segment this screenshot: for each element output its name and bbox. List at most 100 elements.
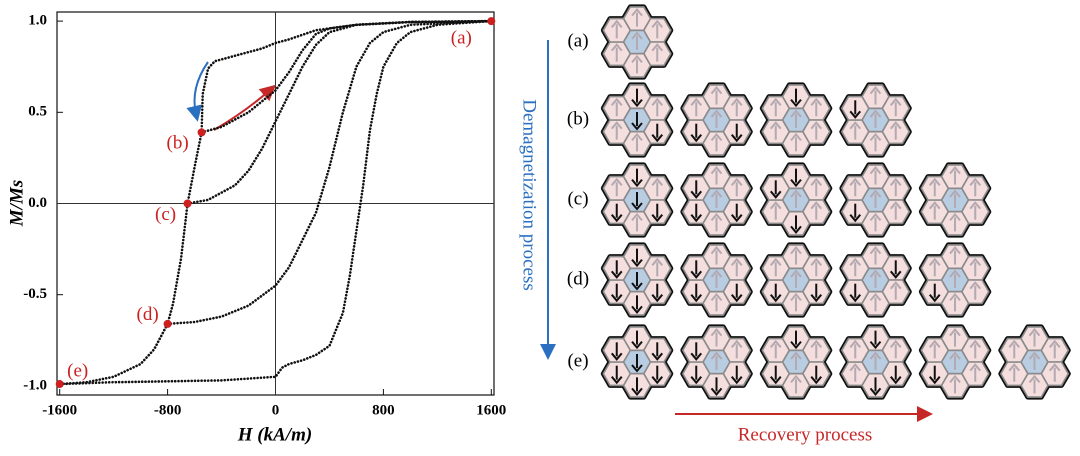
spin-arrow-head <box>710 166 723 175</box>
spin-arrow-head <box>651 376 664 385</box>
spin-arrow-head <box>1028 328 1041 337</box>
spin-arrow-head <box>849 363 862 372</box>
spin-arrow-head <box>928 294 941 303</box>
spin-arrow-head <box>769 257 782 266</box>
spin-arrow-head <box>690 134 703 143</box>
magnetization-curve <box>58 19 493 386</box>
spin-arrow-head <box>949 292 961 302</box>
grain-cluster <box>839 82 912 158</box>
spin-arrow-head <box>889 376 902 385</box>
spin-arrow-head <box>810 376 823 385</box>
spin-arrow-head <box>730 376 743 385</box>
spin-arrow-head <box>928 339 941 348</box>
x-tick-label: 800 <box>372 402 395 418</box>
spin-arrow-head <box>949 351 961 360</box>
spin-arrow-head <box>790 340 802 350</box>
spin-arrow-head <box>869 86 882 95</box>
grain-cluster <box>680 242 753 318</box>
spin-arrow-head <box>928 177 941 186</box>
spin-arrow-head <box>869 132 882 142</box>
magnetization-curve <box>200 19 493 134</box>
spin-arrow-head <box>690 376 703 385</box>
spin-arrow-head <box>869 166 882 175</box>
state-point <box>183 199 192 208</box>
spin-arrow-head <box>769 121 782 130</box>
spin-arrow-head <box>610 43 623 52</box>
spin-arrow-head <box>969 201 982 210</box>
spin-arrow-head <box>949 166 961 175</box>
spin-arrow-head <box>631 8 643 17</box>
spin-arrow-head <box>631 202 643 211</box>
spin-arrow-head <box>1028 351 1041 360</box>
state-label: (b) <box>167 133 189 154</box>
spin-arrow-head <box>730 339 743 348</box>
state-point <box>197 128 206 137</box>
spin-arrow-head <box>949 328 961 337</box>
spin-arrow-head <box>651 177 664 186</box>
spin-arrow-head <box>690 294 703 303</box>
grain-cluster <box>839 162 912 238</box>
spin-arrow-head <box>730 214 743 223</box>
spin-arrow-head <box>710 269 723 278</box>
spin-arrow-head <box>810 177 823 186</box>
spin-arrow-head <box>949 269 961 278</box>
spin-arrow-head <box>710 189 723 198</box>
spin-arrow-head <box>790 132 802 142</box>
state-point <box>487 17 496 26</box>
grain-cluster <box>839 324 912 400</box>
spin-arrow-head <box>651 134 664 143</box>
row-label: (e) <box>567 350 588 371</box>
spin-arrow-head <box>849 257 862 266</box>
spin-arrow-head <box>769 376 782 385</box>
spin-arrow-head <box>869 246 882 255</box>
spin-arrow-head <box>810 121 823 130</box>
x-tick-label: -800 <box>154 402 182 418</box>
spin-arrow-head <box>710 387 723 396</box>
spin-arrow-head <box>710 292 723 302</box>
spin-arrow-head <box>690 190 703 199</box>
spin-arrow-head <box>769 201 782 210</box>
spin-arrow-head <box>928 257 941 266</box>
spin-arrow-head <box>869 189 882 198</box>
grain-cluster <box>600 324 674 400</box>
spin-arrow-head <box>790 292 802 302</box>
spin-arrow-head <box>1048 339 1061 348</box>
spin-arrow-head <box>631 258 643 268</box>
spin-arrow-head <box>610 294 623 303</box>
x-tick-label: 1600 <box>476 402 506 418</box>
spin-arrow-head <box>869 387 882 396</box>
spin-arrow-head <box>610 177 623 186</box>
grain-cluster <box>680 82 753 158</box>
y-tick-label: -0.5 <box>23 286 47 302</box>
spin-arrow-head <box>889 281 902 290</box>
spin-arrow-head <box>631 54 643 64</box>
spin-arrow-head <box>631 387 643 396</box>
spin-arrow-head <box>790 98 802 108</box>
recovery-arrow <box>213 84 277 131</box>
spin-arrow-head <box>928 201 941 210</box>
spin-arrow-head <box>610 376 623 385</box>
spin-arrow-head <box>790 374 802 384</box>
spin-arrow-head <box>610 352 623 361</box>
state-point <box>55 380 64 389</box>
spin-arrow-head <box>889 339 902 348</box>
row-label: (c) <box>567 188 588 209</box>
grain-cluster <box>600 82 674 158</box>
spin-arrow-head <box>631 305 643 314</box>
spin-arrow-head <box>651 97 664 106</box>
grain-cluster <box>998 324 1071 400</box>
spin-arrow-head <box>651 294 664 303</box>
spin-arrow-head <box>631 31 643 40</box>
spin-arrow-head <box>610 97 623 106</box>
spin-arrow-head <box>1008 363 1021 372</box>
x-tick-label: 0 <box>272 402 280 418</box>
spin-arrow-head <box>849 110 862 119</box>
y-tick-label: 0.5 <box>28 104 47 120</box>
spin-arrow-head <box>849 339 862 348</box>
spin-arrow-head <box>610 214 623 223</box>
spin-arrow-head <box>730 134 743 143</box>
row-label: (a) <box>567 30 588 51</box>
spin-arrow-head <box>969 177 982 186</box>
row-label: (b) <box>567 108 589 129</box>
spin-arrow-head <box>610 270 623 279</box>
